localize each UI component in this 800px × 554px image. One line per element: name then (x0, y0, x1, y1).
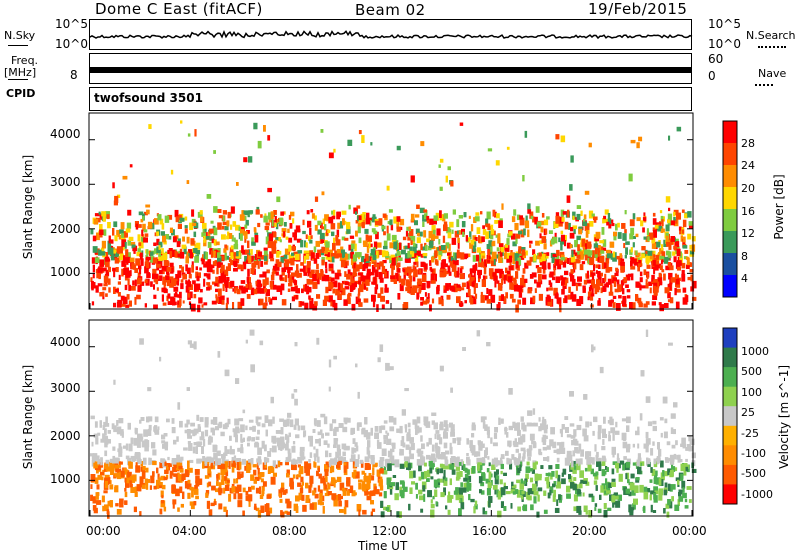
power-colorbar-seg-2 (723, 165, 737, 188)
vel-colorbar-seg-8 (723, 484, 737, 505)
nsky-line (89, 30, 693, 40)
velocity-ytick-2000: 2000 (50, 429, 81, 443)
velocity-ylabel: Slant Range [km] (21, 364, 35, 470)
vel-cb-tick-m1000: -1000 (741, 488, 773, 501)
nsearch-label: N.Search (746, 29, 796, 42)
nsky-underline (8, 45, 28, 46)
vel-cb-label: Velocity [m s^-1] (777, 364, 791, 470)
power-ytick-1000: 1000 (50, 265, 81, 279)
xtick-0: 00:00 (86, 524, 121, 538)
freq-underline (8, 79, 28, 80)
power-cb-tick-24: 24 (741, 159, 755, 172)
nsky-tick-top-left: 10^5 (55, 17, 88, 31)
xtick-5: 20:00 (572, 524, 607, 538)
date-label: 19/Feb/2015 (588, 0, 688, 18)
power-colorbar-seg-4 (723, 209, 737, 232)
power-colorbar-seg-5 (723, 231, 737, 254)
power-cb-tick-12: 12 (741, 227, 755, 240)
nave-label: Nave (758, 67, 787, 80)
power-ylabel: Slant Range [km] (21, 154, 35, 260)
power-colorbar-seg-7 (723, 275, 737, 298)
nave-dotted (755, 84, 773, 86)
velocity-ytick-1000: 1000 (50, 472, 81, 486)
vel-colorbar-seg-7 (723, 464, 737, 485)
power-colorbar-frame (722, 120, 738, 298)
vel-colorbar-seg-3 (723, 386, 737, 407)
freq-band (90, 67, 692, 73)
vel-colorbar-seg-6 (723, 445, 737, 466)
vel-colorbar-seg-4 (723, 406, 737, 427)
power-cb-tick-8: 8 (741, 250, 748, 263)
nsky-panel (89, 19, 692, 50)
freq-unit: [MHz] (4, 66, 37, 79)
vel-cb-tick-m100: -100 (741, 447, 766, 460)
vel-cb-tick-100: 100 (741, 386, 762, 399)
freq-tick: 8 (70, 68, 78, 82)
power-cb-tick-20: 20 (741, 182, 755, 195)
vel-cb-tick-m500: -500 (741, 467, 766, 480)
nsky-tick-bottom-right: 10^0 (708, 37, 741, 51)
cpid-value: twofsound 3501 (94, 91, 203, 105)
velocity-ytick-3000: 3000 (50, 381, 81, 395)
vel-cb-tick-25: 25 (741, 406, 755, 419)
power-colorbar-seg-6 (723, 253, 737, 276)
power-scatter (90, 120, 697, 313)
vel-colorbar-seg-2 (723, 367, 737, 388)
vel-cb-tick-500: 500 (741, 365, 762, 378)
xtick-1: 04:00 (172, 524, 207, 538)
power-ytick-3000: 3000 (50, 175, 81, 189)
vel-colorbar-seg-1 (723, 347, 737, 368)
plot-title: Dome C East (fitACF) (95, 0, 263, 18)
xtick-6: 00:00 (672, 524, 707, 538)
cpid-label: CPID (6, 87, 36, 100)
power-colorbar-seg-0 (723, 121, 737, 144)
power-cb-tick-28: 28 (741, 137, 755, 150)
xtick-2: 08:00 (272, 524, 307, 538)
vel-colorbar-seg-5 (723, 425, 737, 446)
vel-scatter (90, 329, 697, 519)
cpid-panel (89, 87, 692, 111)
vel-colorbar-seg-0 (723, 328, 737, 349)
nave-tick-top: 60 (708, 52, 724, 66)
power-cb-label: Power [dB] (772, 174, 786, 240)
nave-tick-bottom: 0 (708, 69, 716, 83)
beam-label: Beam 02 (355, 1, 426, 19)
vel-cb-tick-m25: -25 (741, 427, 759, 440)
power-ytick-2000: 2000 (50, 222, 81, 236)
freq-label: Freq. (11, 54, 39, 67)
vel-cb-tick-1000: 1000 (741, 345, 769, 358)
nsky-tick-bottom-left: 10^0 (55, 37, 88, 51)
nsky-tick-top-right: 10^5 (708, 17, 741, 31)
power-ytick-4000: 4000 (50, 127, 81, 141)
power-colorbar-seg-3 (723, 187, 737, 210)
xtick-4: 16:00 (472, 524, 507, 538)
velocity-ytick-4000: 4000 (50, 335, 81, 349)
nsky-label: N.Sky (4, 29, 36, 42)
nsearch-dotted (758, 46, 786, 48)
power-cb-tick-4: 4 (741, 272, 748, 285)
xtick-3: 12:00 (372, 524, 407, 538)
vel-colorbar-frame (722, 327, 738, 505)
xlabel: Time UT (358, 539, 408, 553)
power-colorbar-seg-1 (723, 143, 737, 166)
power-cb-tick-16: 16 (741, 205, 755, 218)
